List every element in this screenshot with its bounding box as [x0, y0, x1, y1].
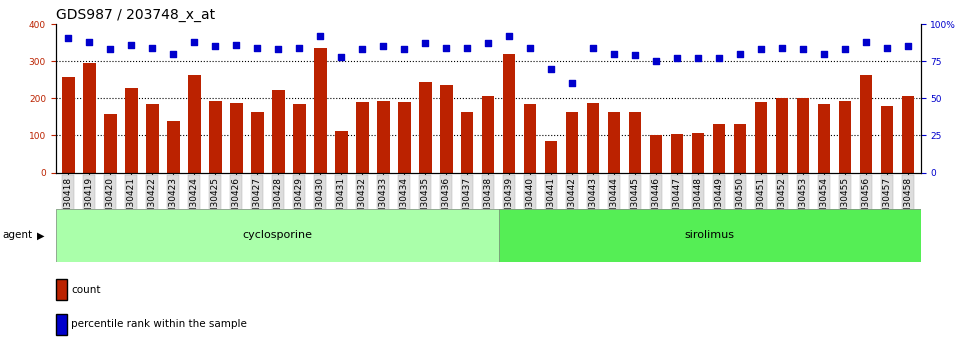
Point	[817, 51, 832, 57]
Point	[732, 51, 748, 57]
Point	[417, 41, 432, 46]
Bar	[293, 104, 306, 172]
Text: GDS987 / 203748_x_at: GDS987 / 203748_x_at	[56, 8, 215, 22]
Point	[229, 42, 244, 48]
Point	[753, 47, 769, 52]
Bar	[692, 133, 704, 172]
Point	[250, 45, 265, 51]
Bar	[167, 121, 180, 172]
Bar	[440, 85, 453, 172]
Bar	[251, 112, 263, 172]
Point	[61, 35, 76, 40]
Bar	[377, 101, 389, 172]
Point	[628, 52, 643, 58]
Bar	[901, 97, 914, 172]
Bar	[188, 75, 201, 172]
Bar	[272, 90, 284, 172]
Bar	[335, 131, 348, 172]
Bar	[461, 112, 474, 172]
Point	[711, 56, 727, 61]
Point	[271, 47, 286, 52]
Point	[879, 45, 895, 51]
Point	[837, 47, 852, 52]
Text: count: count	[71, 285, 101, 295]
Bar	[587, 103, 600, 172]
Bar	[104, 114, 116, 172]
Bar	[125, 88, 137, 172]
Bar	[671, 134, 683, 172]
Bar	[608, 112, 621, 172]
Point	[670, 56, 685, 61]
Bar	[356, 102, 368, 172]
Point	[480, 41, 496, 46]
Point	[333, 54, 349, 60]
Point	[165, 51, 181, 57]
Point	[459, 45, 475, 51]
Point	[585, 45, 601, 51]
Bar	[524, 104, 536, 172]
Bar	[797, 98, 809, 172]
Point	[144, 45, 160, 51]
Bar	[398, 102, 410, 172]
Point	[858, 39, 874, 45]
Bar	[62, 77, 75, 172]
Text: cyclosporine: cyclosporine	[242, 230, 312, 240]
Bar	[314, 48, 327, 172]
Point	[690, 56, 705, 61]
Bar	[419, 82, 431, 172]
Bar	[818, 104, 830, 172]
Bar	[209, 101, 222, 172]
Point	[523, 45, 538, 51]
Bar	[146, 104, 159, 172]
Text: agent: agent	[2, 230, 32, 240]
Point	[649, 58, 664, 64]
Point	[208, 43, 223, 49]
Point	[82, 39, 97, 45]
Text: percentile rank within the sample: percentile rank within the sample	[71, 319, 247, 329]
Bar	[776, 98, 788, 172]
Bar	[754, 102, 768, 172]
Point	[438, 45, 454, 51]
Bar	[860, 75, 873, 172]
Bar	[481, 96, 495, 172]
Point	[186, 39, 202, 45]
Point	[796, 47, 811, 52]
Point	[606, 51, 622, 57]
Bar	[566, 112, 579, 172]
Bar	[499, 209, 921, 262]
Bar	[83, 63, 96, 172]
Text: sirolimus: sirolimus	[684, 230, 735, 240]
Point	[544, 66, 559, 71]
Bar	[230, 103, 242, 172]
Bar	[628, 112, 641, 172]
Point	[355, 47, 370, 52]
Text: ▶: ▶	[37, 230, 44, 240]
Point	[397, 47, 412, 52]
Point	[376, 43, 391, 49]
Bar	[650, 135, 662, 172]
Point	[291, 45, 307, 51]
Point	[564, 81, 579, 86]
Point	[124, 42, 139, 48]
Bar	[56, 209, 499, 262]
Bar	[880, 106, 894, 172]
Bar	[734, 124, 747, 172]
Bar	[545, 141, 557, 172]
Point	[312, 33, 328, 39]
Point	[502, 33, 517, 39]
Bar	[713, 124, 726, 172]
Point	[775, 45, 790, 51]
Point	[103, 47, 118, 52]
Bar	[839, 101, 851, 172]
Point	[900, 43, 916, 49]
Bar	[503, 54, 515, 172]
